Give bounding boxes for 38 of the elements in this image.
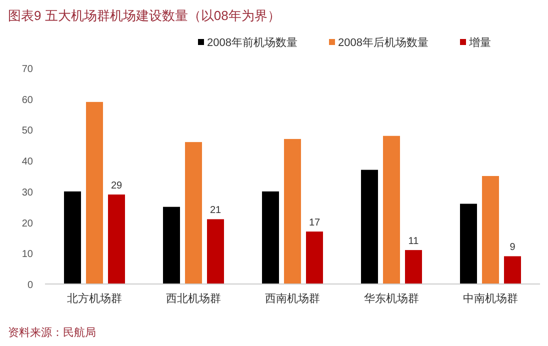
- x-tick-label: 中南机场群: [463, 292, 518, 305]
- x-tick-label: 西北机场群: [166, 292, 221, 305]
- legend-label: 增量: [468, 37, 491, 49]
- chart-title: 图表9 五大机场群机场建设数量（以08年为界）: [8, 8, 280, 23]
- bar: [383, 136, 400, 284]
- bar: [262, 191, 279, 284]
- bar: [482, 176, 499, 284]
- bar: [504, 256, 521, 284]
- y-tick-label: 50: [22, 126, 34, 137]
- bar: [108, 194, 125, 284]
- y-tick-label: 10: [22, 249, 34, 260]
- bar: [185, 142, 202, 284]
- bar: [361, 170, 378, 284]
- x-tick-label: 西南机场群: [265, 292, 320, 305]
- bar: [460, 204, 477, 284]
- y-tick-label: 30: [22, 187, 34, 198]
- bar: [306, 232, 323, 284]
- bar: [64, 191, 81, 284]
- bar: [163, 206, 180, 284]
- bar: [207, 219, 224, 284]
- bar: [86, 102, 103, 284]
- bar: [405, 250, 422, 284]
- y-tick-label: 60: [22, 94, 34, 106]
- data-label: 29: [110, 180, 122, 192]
- y-tick-label: 20: [22, 218, 34, 230]
- x-tick-label: 北方机场群: [67, 292, 122, 305]
- text: 资料来源：民航局: [8, 326, 96, 339]
- y-tick-label: 70: [22, 64, 34, 75]
- legend-label: 2008年前机场数量: [207, 37, 298, 49]
- data-label: 11: [408, 236, 420, 248]
- legend-label: 2008年后机场数量: [338, 36, 428, 49]
- y-tick-label: 40: [22, 156, 34, 168]
- data-label: 17: [308, 218, 320, 229]
- data-label: 21: [210, 205, 222, 216]
- bar: [284, 138, 301, 284]
- y-tick-label: 0: [27, 280, 34, 291]
- data-label: 9: [510, 242, 516, 254]
- x-tick-label: 华东机场群: [364, 292, 419, 305]
